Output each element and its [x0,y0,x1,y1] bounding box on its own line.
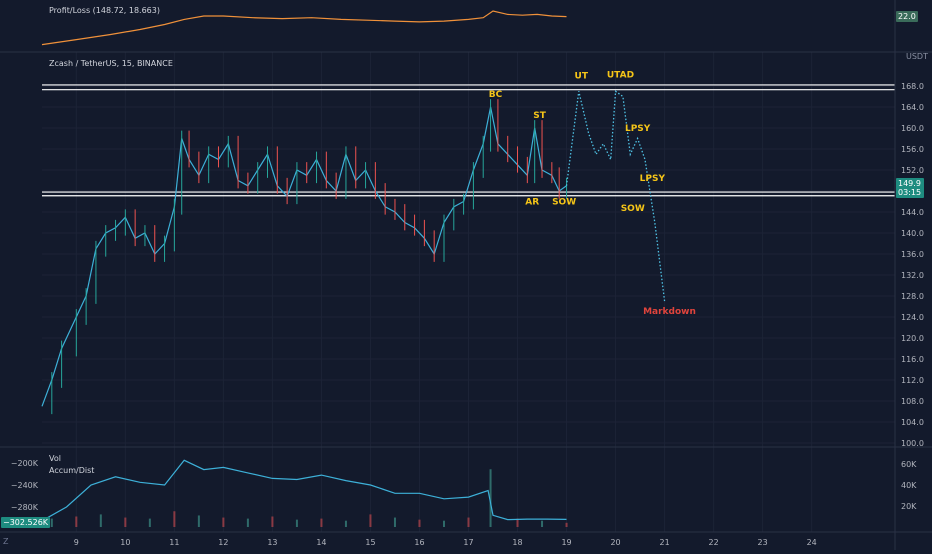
price-tick-label: 120.0 [901,334,924,343]
accum-tick-label: −200K [11,459,39,468]
current-price-value: 149.9 [898,179,921,188]
annotation-label: SOW [552,198,576,208]
annotation-label: AR [525,198,539,208]
volume-tick-label: 40K [901,481,917,490]
annotation-label: LPSY [640,174,666,184]
volume-bar [442,520,445,527]
volume-bar [222,517,225,527]
accum-dist-legend[interactable]: Accum/Dist [49,466,95,475]
volume-bar [393,517,396,527]
volume-tick-label: 20K [901,502,917,511]
time-tick-label: 15 [365,538,375,547]
price-tick-label: 112.0 [901,376,924,385]
accum-dist-series [41,459,567,522]
volume-bar [467,517,470,527]
volume-series [50,469,568,527]
price-tick-label: 108.0 [901,397,924,406]
price-tick-label: 152.0 [901,166,924,175]
annotation-label: ST [533,111,546,121]
time-tick-label: 17 [463,538,473,547]
accum-tick-label: −280K [11,503,39,512]
volume-bar [541,520,544,527]
time-tick-label: 20 [610,538,620,547]
profit-series [41,10,567,46]
time-tick-label: 14 [316,538,326,547]
time-tick-label: 16 [414,538,424,547]
accum-current-tag: −302.526K [1,517,51,528]
symbol-legend[interactable]: Zcash / TetherUS, 15, BINANCE [49,59,173,68]
volume-bar [344,520,347,527]
price-tick-label: 100.0 [901,439,924,448]
current-price-tag: 149.9 03:15 [896,178,924,198]
annotation-label: SOW [621,204,645,214]
vol-legend[interactable]: Vol [49,454,61,463]
horizontal-levels [42,84,895,197]
time-tick-label: 18 [512,538,522,547]
price-line [41,106,567,407]
volume-bar [99,514,102,527]
price-series [41,99,568,415]
time-tick-label: 22 [709,538,719,547]
annotation-label: UT [575,72,589,82]
profit-legend: Profit/Loss (148.72, 18.663) [49,6,160,15]
time-tick-label: 23 [758,538,768,547]
annotation-label: BC [489,90,503,100]
time-tick-label: 9 [74,538,79,547]
volume-bar [50,518,53,527]
projection-line [565,90,666,302]
price-tick-label: 144.0 [901,208,924,217]
wyckoff-annotations: BC ST AR SOW UT UTAD LPSY LPSY SOW Markdown [489,71,696,317]
volume-tick-label: 60K [901,460,917,469]
price-tick-label: 168.0 [901,82,924,91]
volume-bar [197,515,200,527]
grid [42,52,895,532]
price-tick-label: 164.0 [901,103,924,112]
time-tick-label: 11 [169,538,179,547]
price-tick-label: 132.0 [901,271,924,280]
time-tick-label: 21 [659,538,669,547]
annotation-label: LPSY [625,124,651,134]
price-tick-label: 140.0 [901,229,924,238]
price-tick-label: 136.0 [901,250,924,259]
projection-series [565,90,666,302]
price-tick-label: 124.0 [901,313,924,322]
time-tick-label: 13 [267,538,277,547]
currency-label: USDT [906,52,928,61]
price-axis: 100.0 104.0 108.0 112.0 116.0 120.0 124.0 128.0… [901,82,924,448]
time-tick-label: 19 [561,538,571,547]
volume-bar [271,516,274,527]
profit-current-tag: 22.0 [896,11,918,22]
volume-bar [516,518,519,527]
price-tick-label: 156.0 [901,145,924,154]
volume-bar [75,516,78,527]
price-tick-label: 116.0 [901,355,924,364]
volume-bar [295,519,298,527]
price-tick-label: 160.0 [901,124,924,133]
volume-bar [124,517,127,527]
time-tick-label: 24 [807,538,817,547]
countdown-value: 03:15 [898,188,922,197]
annotation-label: UTAD [607,71,634,81]
volume-bar [369,514,372,527]
accum-tick-label: −240K [11,481,39,490]
time-tick-label: 10 [120,538,130,547]
volume-bar [418,519,421,527]
time-tick-label: 12 [218,538,228,547]
time-axis: 9 10 11 12 13 14 15 16 17 18 19 20 21 22 23 24 [74,538,817,547]
volume-bar [320,518,323,527]
price-tick-label: 128.0 [901,292,924,301]
accum-dist-line [41,459,567,522]
annotation-label: Markdown [643,307,696,317]
volume-bar [246,518,249,527]
volume-bar [489,469,492,527]
price-tick-label: 104.0 [901,418,924,427]
timezone-icon[interactable]: Z [3,537,9,546]
volume-bar [565,522,568,527]
volume-bar [173,511,176,527]
volume-bar [148,518,151,527]
volume-axis: −200K −240K −280K 60K 40K 20K [11,459,917,512]
profit-line [41,10,567,46]
